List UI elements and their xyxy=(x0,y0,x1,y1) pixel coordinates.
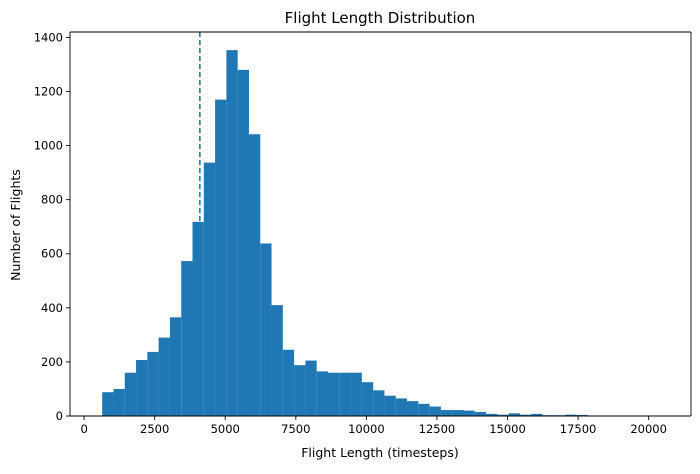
histogram-bar xyxy=(430,407,441,416)
histogram-bar xyxy=(238,70,249,416)
histogram-bar xyxy=(283,350,294,416)
histogram-bar xyxy=(159,338,170,416)
x-tick-label: 10000 xyxy=(348,422,385,436)
histogram-bar xyxy=(226,50,237,416)
histogram-bar xyxy=(170,317,181,416)
histogram-bar xyxy=(396,398,407,416)
histogram-bar xyxy=(113,389,124,416)
histogram-bar xyxy=(441,410,452,416)
histogram-bar xyxy=(249,134,260,416)
histogram-bar xyxy=(125,373,136,416)
bars-group xyxy=(102,50,667,416)
histogram-bar xyxy=(351,373,362,416)
histogram-bar xyxy=(317,371,328,416)
y-tick-label: 1400 xyxy=(34,30,63,44)
y-tick-label: 400 xyxy=(41,301,63,315)
y-tick-label: 200 xyxy=(41,355,63,369)
histogram-bar xyxy=(384,396,395,416)
histogram-bar xyxy=(463,411,474,416)
y-ticks-group: 0 200 400 600 800 1000 1200 1400 xyxy=(34,30,70,423)
x-tick-label: 5000 xyxy=(211,422,240,436)
histogram-bar xyxy=(305,361,316,416)
histogram-bar xyxy=(147,352,158,416)
histogram-bar xyxy=(102,392,113,416)
x-axis-label: Flight Length (timesteps) xyxy=(301,445,459,460)
y-tick-label: 1000 xyxy=(34,139,63,153)
y-tick-label: 800 xyxy=(41,193,63,207)
x-tick-label: 12500 xyxy=(419,422,456,436)
histogram-bar xyxy=(475,412,486,416)
histogram-bar xyxy=(193,222,204,416)
histogram-bar xyxy=(452,410,463,416)
histogram-bar xyxy=(339,373,350,416)
y-axis-label: Number of Flights xyxy=(8,169,23,281)
chart-title: Flight Length Distribution xyxy=(285,9,476,27)
histogram-bar xyxy=(328,373,339,416)
x-tick-label: 15000 xyxy=(489,422,526,436)
x-tick-label: 17500 xyxy=(560,422,597,436)
histogram-bar xyxy=(373,390,384,416)
x-tick-label: 2500 xyxy=(140,422,169,436)
histogram-bar xyxy=(362,382,373,416)
x-tick-label: 7500 xyxy=(281,422,310,436)
histogram-bar xyxy=(181,261,192,416)
histogram-bar xyxy=(407,401,418,416)
x-ticks-group: 0 2500 5000 7500 10000 12500 15000 17500 20000 xyxy=(80,416,667,436)
y-tick-label: 600 xyxy=(41,247,63,261)
histogram-bar xyxy=(215,100,226,416)
histogram-bar xyxy=(204,163,215,416)
x-tick-label: 20000 xyxy=(630,422,667,436)
histogram-bar xyxy=(418,404,429,416)
histogram-bar xyxy=(260,243,271,416)
histogram-bar xyxy=(294,365,305,416)
y-tick-label: 1200 xyxy=(34,84,63,98)
histogram-bar xyxy=(272,305,283,416)
x-tick-label: 0 xyxy=(80,422,87,436)
histogram-bar xyxy=(136,360,147,416)
y-tick-label: 0 xyxy=(56,409,63,423)
